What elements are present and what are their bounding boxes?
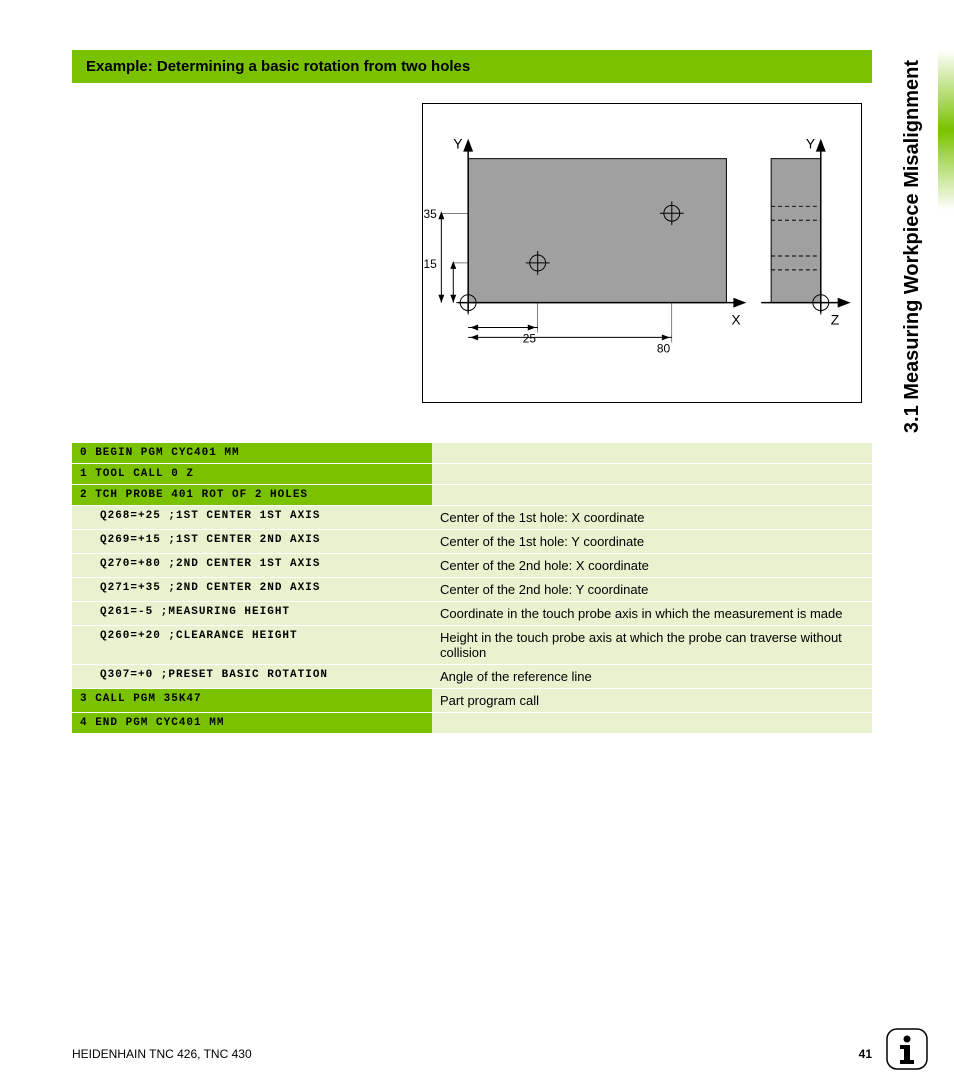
desc-cell — [432, 713, 872, 734]
side-title: 3.1 Measuring Workpiece Misalignment — [901, 60, 924, 433]
code-cell: Q271=+35 ;2ND CENTER 2ND AXIS — [72, 578, 432, 602]
footer-left: HEIDENHAIN TNC 426, TNC 430 — [72, 1047, 252, 1061]
table-row: Q271=+35 ;2ND CENTER 2ND AXISCenter of t… — [72, 578, 872, 602]
y-axis-label-left: Y — [453, 136, 462, 152]
table-row: Q268=+25 ;1ST CENTER 1ST AXISCenter of t… — [72, 506, 872, 530]
code-cell: Q268=+25 ;1ST CENTER 1ST AXIS — [72, 506, 432, 530]
table-row: 0 BEGIN PGM CYC401 MM — [72, 443, 872, 464]
table-row: Q269=+15 ;1ST CENTER 2ND AXISCenter of t… — [72, 530, 872, 554]
code-cell: Q307=+0 ;PRESET BASIC ROTATION — [72, 665, 432, 689]
code-cell: 2 TCH PROBE 401 ROT OF 2 HOLES — [72, 485, 432, 506]
page-content: Example: Determining a basic rotation fr… — [72, 50, 872, 734]
code-cell: Q269=+15 ;1ST CENTER 2ND AXIS — [72, 530, 432, 554]
code-cell: 1 TOOL CALL 0 Z — [72, 464, 432, 485]
table-row: Q307=+0 ;PRESET BASIC ROTATIONAngle of t… — [72, 665, 872, 689]
code-cell: 0 BEGIN PGM CYC401 MM — [72, 443, 432, 464]
x-tick-80: 80 — [657, 341, 671, 355]
example-header: Example: Determining a basic rotation fr… — [72, 50, 872, 83]
y-axis-label-right: Y — [806, 136, 815, 152]
desc-cell — [432, 485, 872, 506]
code-cell: Q260=+20 ;CLEARANCE HEIGHT — [72, 626, 432, 665]
x-axis-label: X — [731, 312, 740, 328]
table-row: 2 TCH PROBE 401 ROT OF 2 HOLES — [72, 485, 872, 506]
desc-cell: Angle of the reference line — [432, 665, 872, 689]
y-tick-35: 35 — [423, 207, 437, 221]
code-cell: Q261=-5 ;MEASURING HEIGHT — [72, 602, 432, 626]
technical-diagram: Y X 35 15 25 — [422, 103, 862, 403]
table-row: Q270=+80 ;2ND CENTER 1ST AXISCenter of t… — [72, 554, 872, 578]
desc-cell — [432, 464, 872, 485]
desc-cell: Height in the touch probe axis at which … — [432, 626, 872, 665]
table-row: 3 CALL PGM 35K47Part program call — [72, 689, 872, 713]
info-icon — [885, 1027, 929, 1071]
desc-cell: Part program call — [432, 689, 872, 713]
program-table: 0 BEGIN PGM CYC401 MM1 TOOL CALL 0 Z2 TC… — [72, 443, 872, 734]
side-gradient — [938, 50, 954, 210]
desc-cell: Center of the 1st hole: Y coordinate — [432, 530, 872, 554]
x-tick-25: 25 — [523, 331, 537, 345]
table-row: 4 END PGM CYC401 MM — [72, 713, 872, 734]
desc-cell — [432, 443, 872, 464]
page-number: 41 — [859, 1047, 872, 1061]
y-tick-15: 15 — [423, 257, 437, 271]
z-axis-label: Z — [831, 312, 840, 328]
desc-cell: Center of the 2nd hole: X coordinate — [432, 554, 872, 578]
code-cell: 3 CALL PGM 35K47 — [72, 689, 432, 713]
table-row: Q261=-5 ;MEASURING HEIGHTCoordinate in t… — [72, 602, 872, 626]
desc-cell: Center of the 1st hole: X coordinate — [432, 506, 872, 530]
code-cell: Q270=+80 ;2ND CENTER 1ST AXIS — [72, 554, 432, 578]
code-cell: 4 END PGM CYC401 MM — [72, 713, 432, 734]
page-footer: HEIDENHAIN TNC 426, TNC 430 41 — [72, 1047, 872, 1061]
desc-cell: Center of the 2nd hole: Y coordinate — [432, 578, 872, 602]
desc-cell: Coordinate in the touch probe axis in wh… — [432, 602, 872, 626]
table-row: Q260=+20 ;CLEARANCE HEIGHTHeight in the … — [72, 626, 872, 665]
table-row: 1 TOOL CALL 0 Z — [72, 464, 872, 485]
